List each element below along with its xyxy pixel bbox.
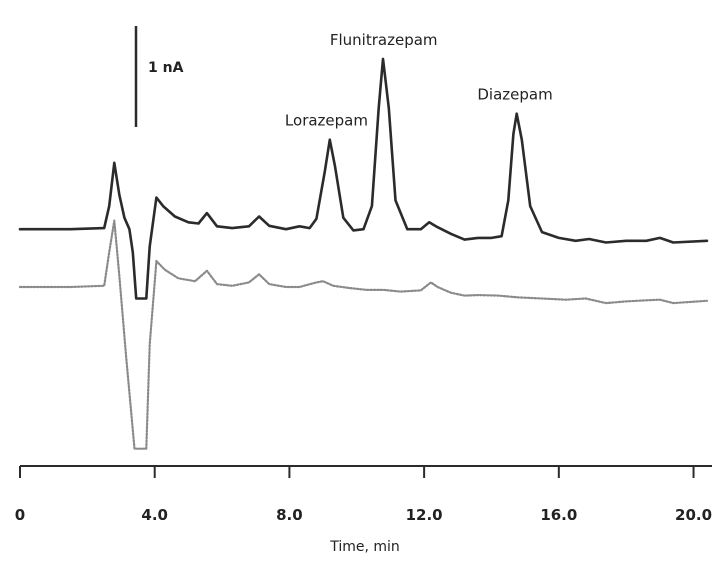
x-axis-ticks: 0 4.0 8.0 12.0 16.0 20.0 [15, 466, 712, 524]
x-tick-label: 16.0 [540, 506, 577, 524]
peak-label: Lorazepam [285, 112, 368, 130]
peak-label-group: Lorazepam Flunitrazepam Diazepam [285, 31, 553, 130]
peak-label: Diazepam [477, 86, 552, 104]
series-line-dotted [18, 219, 709, 450]
peak-label: Flunitrazepam [330, 31, 438, 49]
x-tick-label: 12.0 [406, 506, 443, 524]
x-tick-label: 8.0 [276, 506, 303, 524]
x-tick-label: 20.0 [675, 506, 712, 524]
series-line-solid [18, 57, 709, 300]
x-tick-label: 4.0 [141, 506, 168, 524]
scale-bar-label: 1 nA [148, 60, 184, 76]
series-group [18, 57, 709, 450]
x-tick-label: 0 [15, 506, 25, 524]
x-axis-title: Time, min [329, 539, 400, 555]
